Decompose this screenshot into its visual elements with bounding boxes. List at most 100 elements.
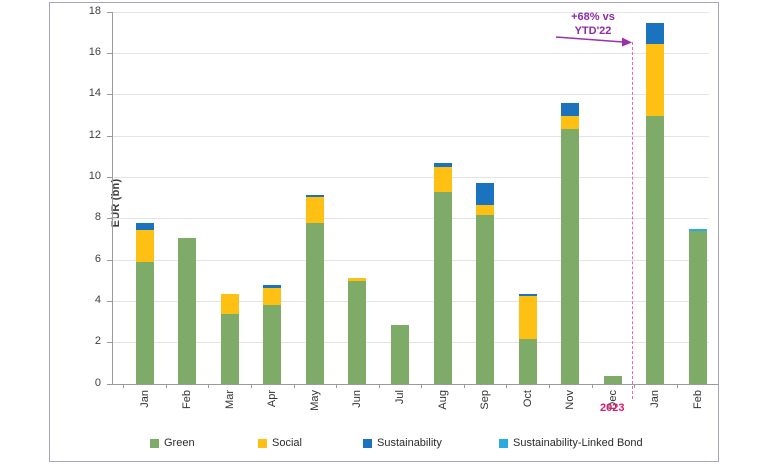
y-tick-mark	[107, 383, 113, 385]
legend-label-sustainability: Sustainability	[377, 437, 442, 449]
bar-segment-sustainability	[433, 162, 452, 167]
y-tick-mark	[107, 135, 113, 137]
bar-segment-green	[178, 238, 197, 384]
bar-segment-social	[135, 230, 154, 263]
bar-segment-green	[263, 305, 282, 384]
y-tick-mark	[107, 94, 113, 96]
y-tick-mark	[107, 11, 113, 13]
legend-label-green: Green	[164, 437, 195, 449]
x-axis-label: Jan	[649, 390, 662, 408]
x-tick-mark	[421, 384, 423, 388]
bar-segment-green	[518, 338, 537, 384]
bar-segment-sustainability	[263, 284, 282, 288]
bar-segment-green	[135, 262, 154, 384]
annotation-arrow-icon	[555, 36, 632, 47]
x-axis-label: Jul	[393, 390, 406, 405]
y-tick-label: 6	[94, 252, 101, 265]
x-tick-mark	[165, 384, 167, 388]
x-axis-label: Aug	[436, 390, 449, 410]
gridline	[113, 135, 709, 137]
y-tick-mark	[107, 218, 113, 220]
legend-item-sustainability[interactable]: Sustainability	[363, 437, 442, 449]
bar-segment-social	[348, 277, 367, 281]
bar-segment-green	[220, 313, 239, 384]
social-swatch-icon	[258, 438, 267, 448]
x-tick-mark	[591, 384, 593, 388]
plot-area: 0 2 4 6 8 10 12 14 16 18 Jan Feb Mar Apr May Jun Jul Aug S…	[89, 5, 718, 411]
bar-segment-sustainability	[305, 194, 324, 197]
gridline	[113, 218, 709, 220]
bar-segment-green	[561, 128, 580, 384]
bar-segment-sustainability	[476, 182, 495, 206]
x-tick-mark	[293, 384, 295, 388]
bar-segment-social	[220, 294, 239, 314]
gridline	[113, 300, 709, 302]
gridline	[113, 52, 709, 54]
x-axis-label: Jan	[138, 390, 151, 408]
bar-segment-sustainability	[561, 102, 580, 117]
x-axis-label: May	[308, 390, 321, 411]
y-tick-label: 10	[88, 169, 101, 182]
bar-segment-green	[646, 116, 665, 384]
x-tick-mark	[123, 384, 125, 388]
gridline	[113, 11, 709, 13]
bar-segment-green	[305, 222, 324, 384]
annotation-text: +68% vs YTD'22	[553, 10, 633, 38]
x-tick-mark	[378, 384, 380, 388]
bar-segment-social	[305, 196, 324, 223]
chart-panel: EUR (bn)	[49, 2, 719, 462]
x-tick-mark	[250, 384, 252, 388]
y-tick-mark	[107, 52, 113, 54]
slb-swatch-icon	[499, 438, 508, 448]
x-tick-mark	[634, 384, 636, 388]
bar-segment-green	[390, 325, 409, 384]
x-axis-label: Sep	[479, 390, 492, 410]
bar-segment-social	[263, 287, 282, 306]
legend-label-slb: Sustainability-Linked Bond	[513, 437, 643, 449]
y-tick-label: 0	[94, 376, 101, 389]
bar-segment-social	[561, 116, 580, 129]
gridline	[113, 94, 709, 96]
bar-segment-social	[476, 205, 495, 215]
bar-segment-green	[689, 231, 708, 384]
gridline	[113, 176, 709, 178]
year-label: 2023	[600, 402, 625, 414]
bar-segment-green	[476, 214, 495, 384]
bar-segment-green	[348, 280, 367, 384]
x-tick-mark	[208, 384, 210, 388]
bar-segment-sustainability-linked-bond	[689, 229, 708, 232]
y-tick-mark	[107, 342, 113, 344]
bar-segment-green	[433, 191, 452, 384]
gridline	[113, 342, 709, 344]
x-axis-label: Jun	[351, 390, 364, 408]
x-axis-label: Mar	[223, 390, 236, 409]
y-tick-label: 4	[94, 293, 101, 306]
x-tick-mark	[463, 384, 465, 388]
y-tick-label: 16	[88, 45, 101, 58]
gridline	[113, 259, 709, 261]
bar-segment-social	[433, 167, 452, 192]
x-axis-label: Oct	[521, 390, 534, 408]
annotation-line2: YTD'22	[574, 25, 612, 37]
y-tick-mark	[107, 300, 113, 302]
sustainability-swatch-icon	[363, 438, 372, 448]
bar-segment-social	[518, 296, 537, 339]
legend-item-slb[interactable]: Sustainability-Linked Bond	[499, 437, 643, 449]
bar-segment-sustainability	[135, 222, 154, 231]
x-tick-mark	[549, 384, 550, 388]
bar-segment-green	[603, 375, 622, 384]
bar-segment-sustainability	[518, 294, 537, 297]
x-axis-label: Apr	[266, 390, 279, 408]
year-divider-line	[632, 42, 633, 399]
y-tick-label: 18	[88, 4, 101, 17]
y-tick-mark	[107, 176, 113, 178]
x-axis-label: Feb	[181, 390, 194, 409]
annotation-line1: +68% vs	[571, 11, 615, 23]
y-tick-mark	[107, 259, 113, 261]
legend-item-social[interactable]: Social	[258, 437, 302, 449]
bar-segment-social	[646, 44, 665, 117]
legend-item-green[interactable]: Green	[150, 437, 195, 449]
x-axis-label: Feb	[692, 390, 705, 409]
x-tick-mark	[336, 384, 338, 388]
